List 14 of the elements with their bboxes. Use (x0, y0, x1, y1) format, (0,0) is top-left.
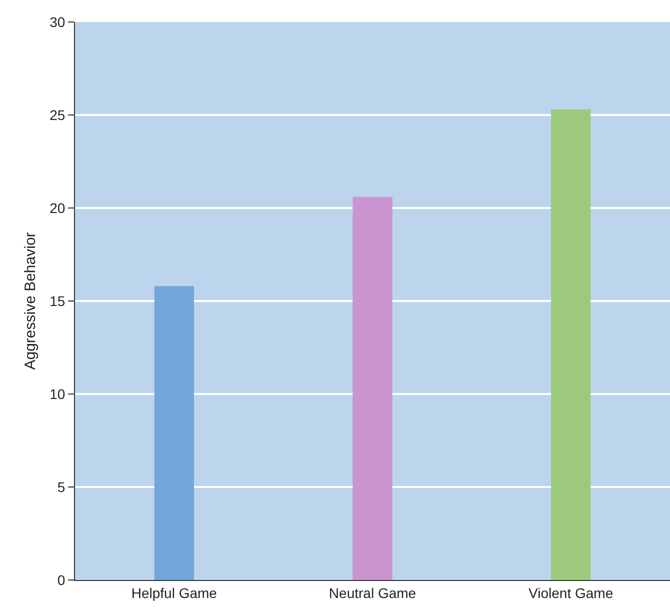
y-tick-label: 15 (50, 292, 66, 309)
bar (154, 286, 194, 580)
x-tick-label: Violent Game (528, 584, 614, 601)
x-tick-label: Neutral Game (328, 584, 416, 601)
y-tick-label: 30 (50, 14, 66, 30)
y-tick-label: 5 (57, 478, 66, 495)
y-tick-label: 0 (57, 572, 66, 588)
y-axis-title: Aggressive Behavior (22, 232, 39, 370)
bar (352, 196, 392, 580)
y-tick-label: 10 (50, 386, 66, 402)
bar (551, 109, 591, 580)
x-tick-label: Helpful Game (131, 584, 218, 601)
y-tick-label: 25 (50, 106, 66, 123)
y-tick-label: 20 (50, 200, 66, 216)
